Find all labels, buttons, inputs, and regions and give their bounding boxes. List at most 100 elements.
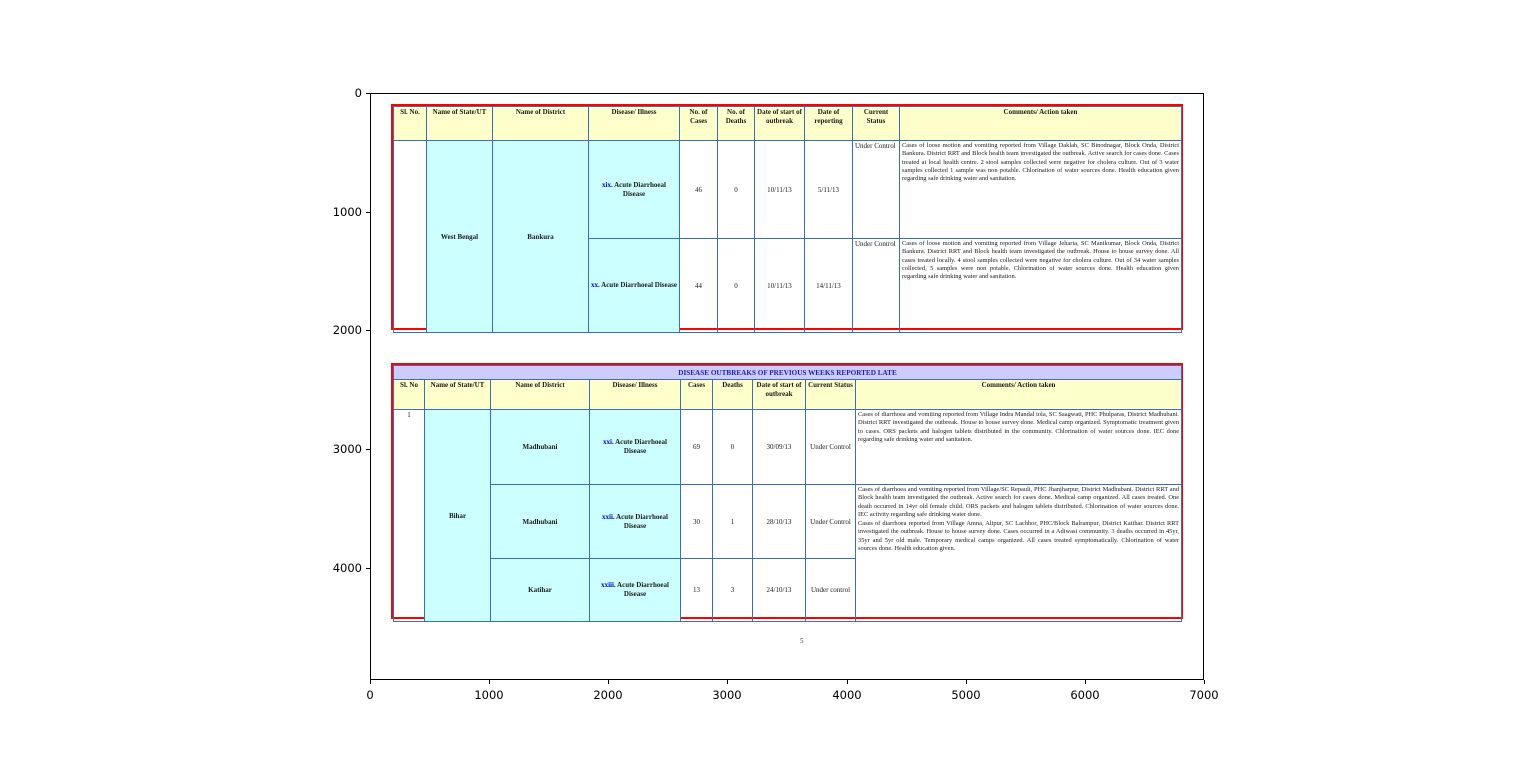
table-row: Madhubani xxii. Acute Diarrhoeal Disease… <box>394 484 1183 622</box>
cell-cases: 13 <box>680 558 713 622</box>
col-header-cases: Cases <box>680 379 713 410</box>
y-tick-label: 3000 <box>332 442 362 456</box>
cell-disease: xix. Acute Diarrhoeal Disease <box>588 140 680 239</box>
cell-start-date: 10/11/13 <box>754 238 805 333</box>
cell-deaths: 0 <box>717 238 755 333</box>
y-tick-mark <box>366 93 370 94</box>
table-header-row: Sl. No Name of State/UT Name of District… <box>393 379 1183 410</box>
outbreak-table-previous-weeks: DISEASE OUTBREAKS OF PREVIOUS WEEKS REPO… <box>391 363 1183 622</box>
comment-paragraph: Cases of diarrhoea and vomiting reported… <box>858 486 1180 518</box>
x-tick-mark <box>489 680 490 684</box>
cell-status: Under Control <box>852 238 900 333</box>
col-header-sl: Sl. No <box>393 379 425 410</box>
cell-cases: 46 <box>679 140 718 239</box>
outbreak-table-current-grid: Sl. No. Name of State/UT Name of Distric… <box>393 106 1182 333</box>
table-header-row: Sl. No. Name of State/UT Name of Distric… <box>393 106 1182 141</box>
table-row: xx. Acute Diarrhoeal Disease 44 0 10/11/… <box>394 238 1182 333</box>
disease-name: Acute Diarrhoeal Disease <box>615 438 667 455</box>
cell-start-date: 28/10/13 <box>752 484 806 559</box>
x-tick-label: 0 <box>366 688 374 702</box>
cell-state: West Bengal <box>426 140 493 333</box>
cell-deaths: 0 <box>712 409 753 485</box>
disease-numeral: xxii. <box>602 512 615 521</box>
cell-comments-merged: Cases of diarrhoea and vomiting reported… <box>854 484 1183 622</box>
x-tick-mark <box>966 680 967 684</box>
comment-paragraph: Cases of diarrhoea reported from Village… <box>858 520 1180 553</box>
cell-deaths: 1 <box>712 484 753 559</box>
x-tick-label: 5000 <box>951 688 981 702</box>
col-header-start: Date of start of outbreak <box>752 379 806 410</box>
cell-disease: xxiii. Acute Diarrhoeal Disease <box>589 558 681 622</box>
table-row: 1 Bihar Madhubani xxi. Acute Diarrhoeal … <box>393 409 1183 622</box>
col-header-reporting: Date of reporting <box>804 106 853 141</box>
disease-numeral: xix. <box>602 180 613 189</box>
cell-comments: Cases of loose motion and vomiting repor… <box>899 238 1182 333</box>
cell-sl-no: 1 <box>393 409 425 622</box>
table-title-row: DISEASE OUTBREAKS OF PREVIOUS WEEKS REPO… <box>392 365 1183 380</box>
col-header-comments: Comments/ Action taken <box>899 106 1182 141</box>
outbreak-table-current: Sl. No. Name of State/UT Name of Distric… <box>391 104 1183 333</box>
cell-status: Under Control <box>805 409 856 485</box>
cell-status: Under Control <box>852 140 900 239</box>
col-header-sl: Sl. No. <box>393 106 427 141</box>
x-tick-label: 1000 <box>474 688 504 702</box>
cell-status: Under control <box>805 558 856 622</box>
disease-name: Acute Diarrhoeal Disease <box>601 281 677 289</box>
col-header-cases: No. of Cases <box>679 106 718 141</box>
cell-cases: 69 <box>680 409 713 485</box>
col-header-disease: Disease/ Illness <box>588 106 680 141</box>
cell-disease: xx. Acute Diarrhoeal Disease <box>588 238 680 333</box>
cell-district: Katihar <box>490 558 590 622</box>
disease-numeral: xxi. <box>603 438 614 446</box>
col-header-comments: Comments/ Action taken <box>854 379 1183 410</box>
table-row: West Bengal Bankura xix. Acute Diarrhoea… <box>393 140 1182 333</box>
col-header-start: Date of start of outbreak <box>754 106 805 141</box>
cell-reporting-date: 14/11/13 <box>804 238 853 333</box>
x-tick-mark <box>608 680 609 684</box>
table-title: DISEASE OUTBREAKS OF PREVIOUS WEEKS REPO… <box>392 365 1183 380</box>
table-row: Katihar xxiii. Acute Diarrhoeal Disease … <box>394 558 1182 622</box>
cell-disease: xxi. Acute Diarrhoeal Disease <box>589 409 681 485</box>
col-header-deaths: No. of Deaths <box>717 106 755 141</box>
x-tick-mark <box>1085 680 1086 684</box>
y-tick-label: 4000 <box>332 561 362 575</box>
cell-comments: Cases of diarrhoea and vomiting reported… <box>854 409 1183 485</box>
col-header-disease: Disease/ Illness <box>589 379 681 410</box>
x-tick-mark <box>1204 680 1205 684</box>
cell-comments: Cases of loose motion and vomiting repor… <box>899 140 1182 239</box>
cell-disease: xxii. Acute Diarrhoeal Disease <box>589 484 681 559</box>
x-tick-mark <box>727 680 728 684</box>
cell-start-date: 30/09/13 <box>752 409 806 485</box>
y-tick-mark <box>366 330 370 331</box>
x-tick-label: 2000 <box>593 688 623 702</box>
disease-name: Acute Diarrhoeal Disease <box>616 512 668 530</box>
col-header-district: Name of District <box>490 379 590 410</box>
y-tick-mark <box>366 568 370 569</box>
cell-cases: 44 <box>679 238 718 333</box>
col-header-status: Current Status <box>852 106 900 141</box>
cell-district: Bankura <box>492 140 589 333</box>
x-tick-label: 3000 <box>712 688 742 702</box>
x-tick-mark <box>847 680 848 684</box>
cell-sl-no <box>393 140 427 333</box>
cell-district: Madhubani <box>490 409 590 485</box>
y-tick-label: 1000 <box>332 205 362 219</box>
disease-name: Acute Diarrhoeal Disease <box>617 581 669 598</box>
y-tick-label: 0 <box>354 86 362 100</box>
y-tick-mark <box>366 212 370 213</box>
x-tick-label: 6000 <box>1070 688 1100 702</box>
cell-cases: 30 <box>680 484 713 559</box>
col-header-state: Name of State/UT <box>424 379 491 410</box>
col-header-status: Current Status <box>805 379 856 410</box>
y-tick-mark <box>366 449 370 450</box>
col-header-deaths: Deaths <box>712 379 753 410</box>
cell-district: Madhubani <box>490 484 590 559</box>
cell-reporting-date: 5/11/13 <box>804 140 853 239</box>
y-tick-label: 2000 <box>332 323 362 337</box>
disease-numeral: xx. <box>591 281 600 289</box>
x-tick-label: 7000 <box>1189 688 1219 702</box>
cell-status: Under Control <box>805 484 856 559</box>
page-number: 5 <box>800 637 804 645</box>
disease-numeral: xxiii. <box>601 581 616 589</box>
